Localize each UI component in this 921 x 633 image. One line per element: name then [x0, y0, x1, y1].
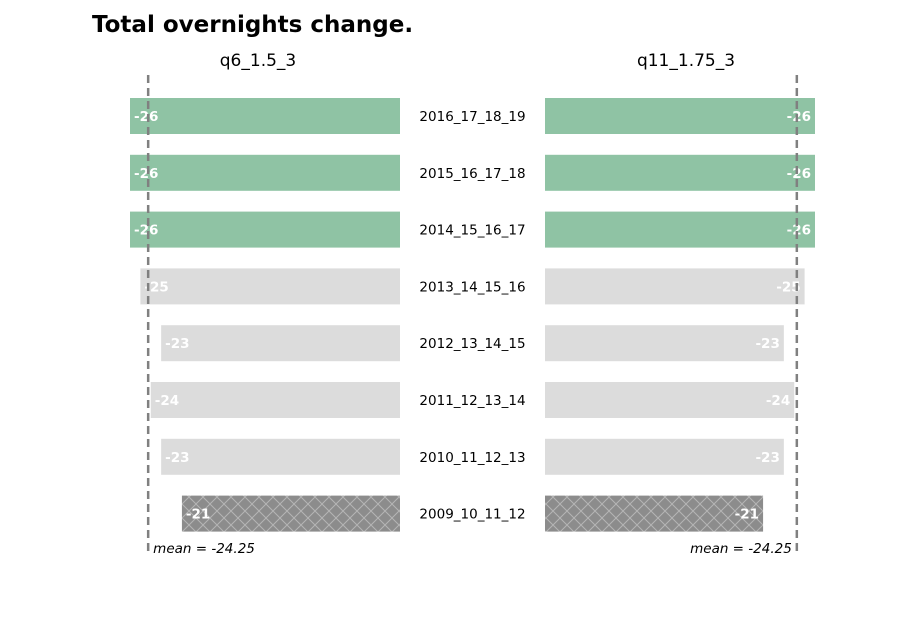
right-panel-title: q11_1.75_3 [637, 51, 735, 71]
left-bar-label: -26 [134, 223, 158, 239]
left-panel-title: q6_1.5_3 [220, 51, 296, 71]
right-bar [545, 325, 784, 362]
right-bar [545, 382, 795, 418]
category-label: 2014_15_16_17 [419, 223, 525, 239]
right-bar [545, 98, 815, 134]
left-bar-label: -26 [134, 166, 158, 182]
right-bar [545, 268, 805, 305]
right-bar-label: -24 [766, 393, 790, 409]
right-bar-label: -26 [787, 166, 811, 182]
category-label: 2015_16_17_18 [419, 166, 525, 182]
left-mean-label: mean = -24.25 [153, 541, 255, 557]
left-bar-label: -24 [155, 393, 179, 409]
left-bar [130, 211, 400, 248]
category-label: 2011_12_13_14 [419, 393, 525, 409]
left-bar-label: -21 [186, 507, 210, 523]
left-bar [140, 268, 400, 305]
left-bar [181, 495, 400, 532]
chart-title: Total overnights change. [92, 12, 413, 38]
left-bar-label: -25 [144, 279, 168, 295]
right-bar [545, 495, 764, 532]
category-label: 2012_13_14_15 [419, 336, 525, 352]
left-bar [130, 154, 400, 191]
right-mean-label: mean = -24.25 [690, 541, 792, 557]
left-bars: -26 -26 -26 -25 -23 -24 -23 -21 [130, 98, 400, 532]
right-bar-label: -25 [776, 279, 800, 295]
right-bar-label: -23 [755, 450, 779, 466]
right-bar [545, 438, 784, 475]
left-bar-label: -23 [165, 336, 189, 352]
right-bars: -26 -26 -26 -25 -23 -24 -23 -21 [545, 98, 815, 532]
left-bar [150, 382, 400, 418]
left-bar [161, 325, 400, 362]
left-bar [130, 98, 400, 134]
category-label: 2013_14_15_16 [419, 279, 525, 295]
right-bar [545, 211, 815, 248]
category-label: 2009_10_11_12 [419, 507, 525, 523]
right-bar-label: -21 [735, 507, 759, 523]
left-bar-label: -26 [134, 109, 158, 125]
category-label: 2016_17_18_19 [419, 109, 525, 125]
left-bar-label: -23 [165, 450, 189, 466]
right-bar-label: -26 [787, 109, 811, 125]
right-bar-label: -23 [755, 336, 779, 352]
right-bar [545, 154, 815, 191]
category-label: 2010_11_12_13 [419, 450, 525, 466]
right-bar-label: -26 [787, 223, 811, 239]
left-bar [161, 438, 400, 475]
category-labels: 2016_17_18_19 2015_16_17_18 2014_15_16_17 2… [419, 109, 525, 523]
